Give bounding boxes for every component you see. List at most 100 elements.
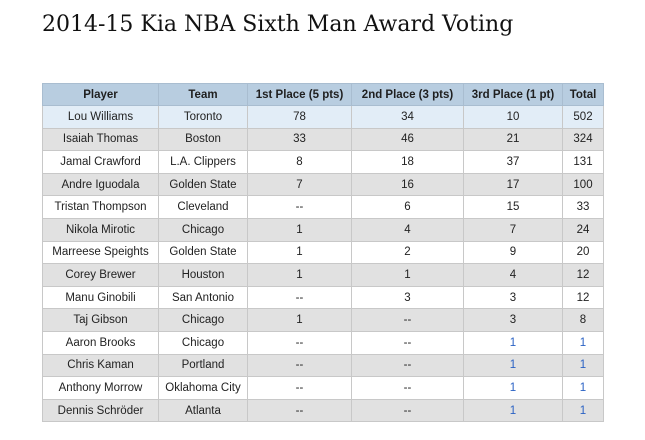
player-cell: Taj Gibson: [42, 308, 159, 332]
player-cell: Andre Iguodala: [42, 172, 159, 197]
team-cell: Cleveland: [158, 195, 248, 219]
third-place-cell: 4: [463, 263, 563, 287]
player-cell: Dennis Schröder: [42, 398, 159, 423]
column-header-player: Player: [42, 83, 159, 106]
second-place-cell: --: [351, 376, 464, 400]
first-place-cell: --: [247, 195, 352, 219]
second-place-cell: 34: [351, 105, 464, 129]
first-place-cell: --: [247, 398, 352, 423]
first-place-cell: 1: [247, 263, 352, 287]
table-row: Nikola Mirotic Chicago 1 4 7 24: [42, 217, 604, 242]
second-place-cell: 6: [351, 195, 464, 219]
first-place-cell: --: [247, 330, 352, 355]
table-row: Anthony Morrow Oklahoma City -- -- 1 1: [42, 376, 604, 400]
team-cell: Golden State: [158, 240, 248, 265]
team-cell: San Antonio: [158, 285, 248, 310]
player-cell: Corey Brewer: [42, 263, 159, 287]
first-place-cell: --: [247, 376, 352, 400]
team-cell: Houston: [158, 263, 248, 287]
first-place-cell: 7: [247, 172, 352, 197]
second-place-cell: 16: [351, 172, 464, 197]
table-row: Dennis Schröder Atlanta -- -- 1 1: [42, 398, 604, 423]
third-place-cell: 1: [463, 398, 563, 423]
total-cell: 1: [562, 398, 604, 423]
third-place-cell: 3: [463, 308, 563, 332]
second-place-cell: 4: [351, 217, 464, 242]
table-row: Marreese Speights Golden State 1 2 9 20: [42, 240, 604, 265]
player-cell: Manu Ginobili: [42, 285, 159, 310]
total-cell: 8: [562, 308, 604, 332]
player-cell: Marreese Speights: [42, 240, 159, 265]
third-place-cell: 15: [463, 195, 563, 219]
column-header-first-place: 1st Place (5 pts): [247, 83, 352, 106]
table-header-row: Player Team 1st Place (5 pts) 2nd Place …: [42, 83, 604, 106]
player-cell: Aaron Brooks: [42, 330, 159, 355]
total-cell: 20: [562, 240, 604, 265]
player-cell: Anthony Morrow: [42, 376, 159, 400]
table-row: Manu Ginobili San Antonio -- 3 3 12: [42, 285, 604, 310]
table-row: Tristan Thompson Cleveland -- 6 15 33: [42, 195, 604, 219]
total-cell: 100: [562, 172, 604, 197]
total-cell: 1: [562, 353, 604, 378]
player-cell: Nikola Mirotic: [42, 217, 159, 242]
team-cell: Toronto: [158, 105, 248, 129]
table-row: Aaron Brooks Chicago -- -- 1 1: [42, 330, 604, 355]
column-header-total: Total: [562, 83, 604, 106]
player-cell: Isaiah Thomas: [42, 127, 159, 152]
team-cell: Oklahoma City: [158, 376, 248, 400]
third-place-cell: 10: [463, 105, 563, 129]
player-cell: Jamal Crawford: [42, 150, 159, 174]
first-place-cell: 1: [247, 217, 352, 242]
total-cell: 1: [562, 330, 604, 355]
total-cell: 12: [562, 263, 604, 287]
third-place-cell: 37: [463, 150, 563, 174]
column-header-third-place: 3rd Place (1 pt): [463, 83, 563, 106]
table-row: Jamal Crawford L.A. Clippers 8 18 37 131: [42, 150, 604, 174]
player-cell: Chris Kaman: [42, 353, 159, 378]
table-row: Chris Kaman Portland -- -- 1 1: [42, 353, 604, 378]
table-row: Andre Iguodala Golden State 7 16 17 100: [42, 172, 604, 197]
table-row: Isaiah Thomas Boston 33 46 21 324: [42, 127, 604, 152]
third-place-cell: 21: [463, 127, 563, 152]
second-place-cell: --: [351, 308, 464, 332]
first-place-cell: 8: [247, 150, 352, 174]
table-row: Corey Brewer Houston 1 1 4 12: [42, 263, 604, 287]
third-place-cell: 9: [463, 240, 563, 265]
first-place-cell: --: [247, 285, 352, 310]
total-cell: 324: [562, 127, 604, 152]
table-row: Taj Gibson Chicago 1 -- 3 8: [42, 308, 604, 332]
first-place-cell: --: [247, 353, 352, 378]
first-place-cell: 78: [247, 105, 352, 129]
third-place-cell: 1: [463, 330, 563, 355]
player-cell: Tristan Thompson: [42, 195, 159, 219]
third-place-cell: 3: [463, 285, 563, 310]
team-cell: Boston: [158, 127, 248, 152]
second-place-cell: 2: [351, 240, 464, 265]
second-place-cell: --: [351, 398, 464, 423]
column-header-team: Team: [158, 83, 248, 106]
total-cell: 502: [562, 105, 604, 129]
column-header-second-place: 2nd Place (3 pts): [351, 83, 464, 106]
total-cell: 131: [562, 150, 604, 174]
second-place-cell: 1: [351, 263, 464, 287]
table-row: Lou Williams Toronto 78 34 10 502: [42, 105, 604, 129]
first-place-cell: 1: [247, 308, 352, 332]
total-cell: 24: [562, 217, 604, 242]
total-cell: 12: [562, 285, 604, 310]
page-title: 2014-15 Kia NBA Sixth Man Award Voting: [42, 12, 514, 37]
first-place-cell: 33: [247, 127, 352, 152]
team-cell: L.A. Clippers: [158, 150, 248, 174]
third-place-cell: 17: [463, 172, 563, 197]
second-place-cell: --: [351, 353, 464, 378]
player-cell: Lou Williams: [42, 105, 159, 129]
team-cell: Atlanta: [158, 398, 248, 423]
total-cell: 1: [562, 376, 604, 400]
second-place-cell: 46: [351, 127, 464, 152]
team-cell: Chicago: [158, 308, 248, 332]
team-cell: Golden State: [158, 172, 248, 197]
second-place-cell: --: [351, 330, 464, 355]
third-place-cell: 1: [463, 353, 563, 378]
second-place-cell: 3: [351, 285, 464, 310]
team-cell: Chicago: [158, 330, 248, 355]
first-place-cell: 1: [247, 240, 352, 265]
